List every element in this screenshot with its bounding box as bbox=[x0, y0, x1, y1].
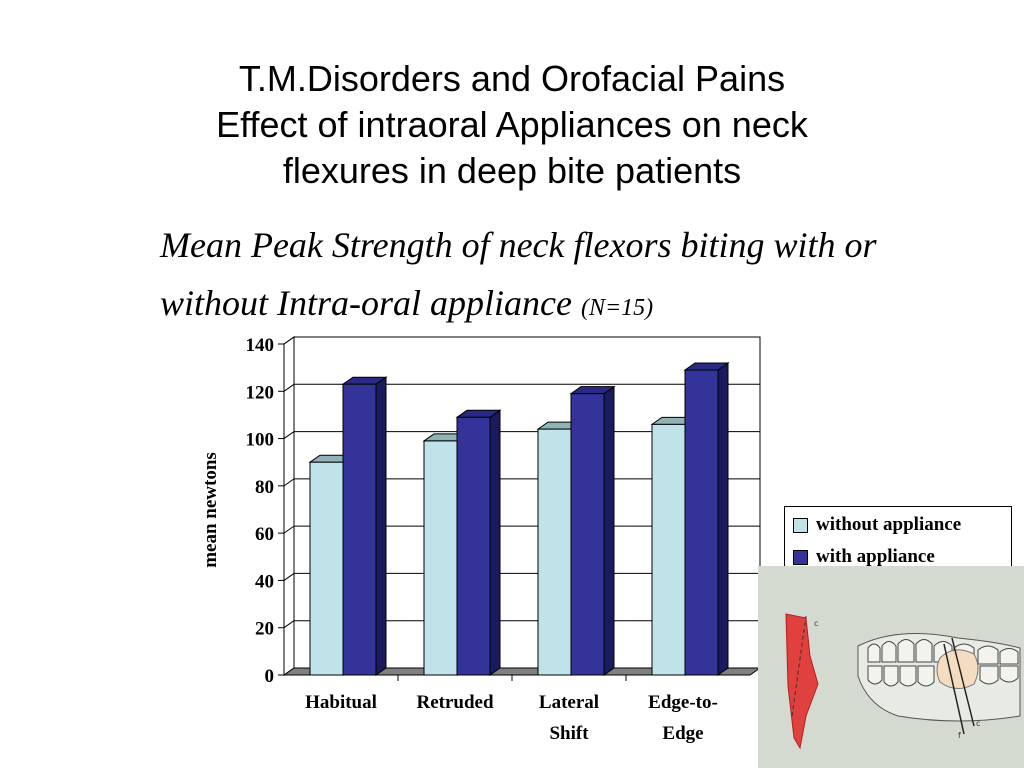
bar-side-face bbox=[603, 385, 615, 676]
y-tick-label: 0 bbox=[265, 666, 275, 687]
bar-with-appliance-2 bbox=[570, 393, 605, 676]
bar-side-face bbox=[717, 362, 729, 676]
bar-without-appliance-1 bbox=[423, 440, 458, 676]
bar-with-appliance-0 bbox=[342, 383, 377, 676]
label-f: f bbox=[958, 731, 961, 740]
x-category-label: Edge bbox=[662, 723, 703, 744]
x-category-label: Edge-to- bbox=[648, 692, 718, 713]
y-axis-label: mean newtons bbox=[200, 452, 221, 568]
jaw-drawing: c c f bbox=[758, 566, 1024, 768]
subtitle-main: Mean Peak Strength of neck flexors bitin… bbox=[160, 225, 877, 323]
gridline-depth bbox=[283, 478, 295, 487]
y-tick-label: 100 bbox=[246, 430, 275, 451]
force-line-left bbox=[791, 615, 807, 717]
gridline-depth bbox=[283, 573, 295, 581]
force-line-right-2 bbox=[943, 643, 965, 735]
lower-teeth bbox=[867, 665, 1019, 687]
subtitle-sample-size: (N=15) bbox=[580, 295, 654, 321]
gridline-depth bbox=[283, 525, 295, 534]
highlighted-tooth bbox=[936, 649, 979, 689]
bar-side-face bbox=[489, 409, 501, 676]
x-category-label: Shift bbox=[549, 723, 589, 744]
legend-item-with: with appliance bbox=[793, 545, 935, 569]
y-tick-label: 20 bbox=[255, 619, 274, 640]
bar-with-appliance-3 bbox=[684, 369, 719, 676]
label-c-top: c bbox=[814, 619, 818, 628]
title-line-3: flexures in deep bite patients bbox=[282, 150, 742, 191]
bar-without-appliance-0 bbox=[309, 461, 344, 676]
gridline-depth bbox=[283, 620, 295, 629]
upper-teeth bbox=[867, 639, 1019, 665]
bar-side-face bbox=[375, 376, 387, 676]
gridline-depth bbox=[283, 336, 295, 345]
x-category-label: Habitual bbox=[305, 692, 377, 713]
title-line-2: Effect of intraoral Appliances on neck bbox=[216, 104, 808, 145]
x-category-label: Lateral bbox=[539, 692, 599, 713]
bar-without-appliance-3 bbox=[651, 423, 686, 676]
red-muscle-shape bbox=[785, 613, 819, 750]
y-tick-label: 60 bbox=[255, 524, 274, 545]
gridline-depth bbox=[283, 383, 295, 392]
title-line-1: T.M.Disorders and Orofacial Pains bbox=[238, 58, 786, 99]
legend-swatch-with bbox=[793, 549, 808, 565]
chart-subtitle: Mean Peak Strength of neck flexors bitin… bbox=[160, 216, 960, 337]
y-tick-label: 40 bbox=[255, 571, 274, 592]
y-tick-label: 140 bbox=[246, 335, 275, 356]
gridline-depth bbox=[283, 431, 295, 439]
slide-title: T.M.Disorders and Orofacial Pains Effect… bbox=[0, 56, 1024, 194]
legend-label-with: with appliance bbox=[816, 546, 935, 567]
legend-swatch-without bbox=[793, 517, 808, 533]
legend-label-without: without appliance bbox=[816, 514, 962, 535]
y-tick-label: 120 bbox=[246, 382, 275, 403]
force-line-right-1 bbox=[951, 637, 975, 727]
jaw-illustration-photo: c c f bbox=[758, 566, 1024, 768]
label-c-bottom: c bbox=[976, 719, 980, 728]
x-category-label: Retruded bbox=[416, 692, 493, 713]
legend-item-without: without appliance bbox=[793, 513, 961, 537]
bar-without-appliance-2 bbox=[537, 428, 572, 676]
bar-with-appliance-1 bbox=[456, 416, 491, 676]
y-tick-label: 80 bbox=[255, 477, 274, 498]
chart-legend: without appliance with appliance bbox=[784, 506, 1012, 572]
